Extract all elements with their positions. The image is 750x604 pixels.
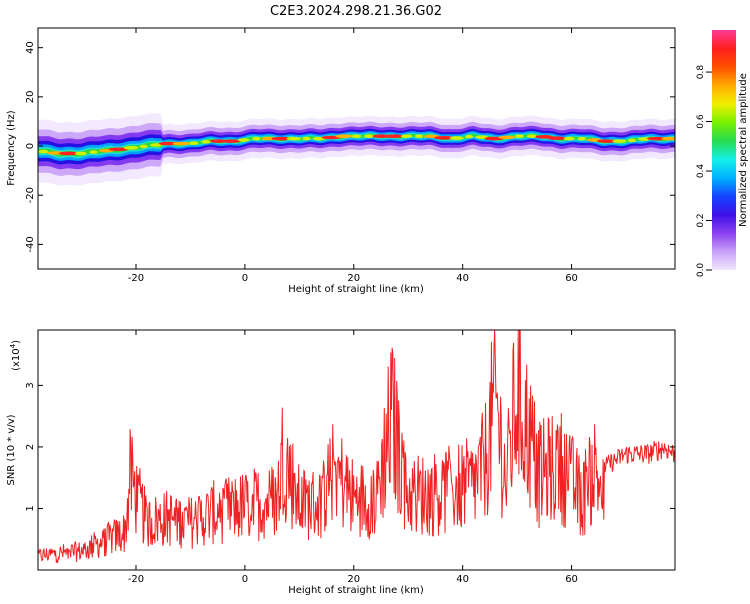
spectrogram-hotspot: [465, 134, 474, 139]
spectrogram-hotspot: [364, 134, 374, 139]
spectrogram-hotspot: [261, 136, 277, 141]
snr-xlabel: Height of straight line (km): [288, 585, 424, 596]
spectrogram-hotspot: [612, 139, 627, 143]
y-tick-label: -40: [25, 236, 36, 252]
spectrogram-hotspot: [647, 136, 667, 141]
colorbar: 0.0 0.2 0.4 0.6 0.8 Normalized spectral ampl…: [696, 30, 749, 277]
spectrogram-hotspot: [351, 134, 362, 139]
spectrogram-hotspot: [563, 136, 575, 141]
spectrogram-axes: -20 0 20 40 60 -40 -20 0 20 40: [25, 28, 675, 284]
spectrogram-hotspot: [139, 144, 148, 149]
spectrogram-hotspot: [498, 135, 516, 140]
snr-ylabel: SNR (10 * v/v): [6, 414, 17, 485]
y-tick-label: 1: [25, 505, 36, 511]
spectrogram-hotspot: [158, 141, 179, 146]
x-tick-label: 0: [242, 574, 248, 585]
spectrogram-hotspot: [238, 138, 250, 142]
spectrogram-hotspot: [577, 136, 587, 141]
spectrogram-hotspot: [108, 147, 129, 152]
spectrogram-hotspot: [514, 134, 524, 139]
spectrogram-hotspot: [627, 138, 636, 143]
colorbar-tick-label: 0.0: [696, 263, 706, 278]
y-tick-label: 3: [25, 382, 36, 388]
spectrogram-hotspot: [434, 136, 455, 140]
x-tick-label: 40: [456, 273, 469, 284]
spectrogram-hotspot: [414, 134, 424, 139]
spectrogram-hotspot: [384, 134, 404, 139]
x-tick-label: -20: [128, 273, 144, 284]
spectrogram-hotspot: [123, 146, 139, 150]
snr-panel: -20 0 20 40 60 1 2 3 Height of straight line (k…: [6, 329, 676, 596]
snr-scale-label: (x104): [9, 340, 22, 371]
spectrogram-hotspot: [252, 136, 261, 141]
x-tick-label: 0: [242, 273, 248, 284]
snr-scale-close: ): [11, 340, 22, 344]
spectrogram-hotspot: [38, 149, 49, 154]
spectrogram-ridge: [38, 113, 675, 186]
snr-line: [37, 329, 676, 564]
colorbar-tick-label: 0.4: [696, 164, 706, 179]
x-tick-label: 60: [565, 273, 578, 284]
y-tick-label: 40: [25, 41, 36, 54]
x-tick-label: 40: [456, 574, 469, 585]
y-tick-label: 20: [25, 90, 36, 103]
spectrogram-hotspot: [271, 136, 292, 141]
spectrogram-hotspot: [335, 134, 353, 139]
colorbar-label: Normalized spectral amplitude: [738, 73, 749, 227]
figure-title: C2E3.2024.298.21.36.G02: [270, 4, 442, 19]
spectrogram-hotspot: [201, 139, 212, 144]
snr-frame: [37, 329, 676, 571]
spectrogram-hotspot: [150, 143, 163, 147]
colorbar-tick-label: 0.6: [696, 114, 706, 129]
spectrogram-hotspot: [400, 134, 413, 139]
spectrogram-hotspot: [449, 136, 464, 140]
spectrogram-ylabel: Frequency (Hz): [6, 110, 17, 186]
colorbar-gradient: [712, 30, 736, 270]
spectrogram-xlabel: Height of straight line (km): [288, 284, 424, 295]
svg-text:(x104): (x104): [9, 340, 22, 371]
spectrogram-hotspot: [661, 136, 675, 141]
spectrogram-hotspot: [302, 136, 311, 141]
spectrogram-hotspot: [547, 136, 567, 141]
spectrogram-hotspot: [75, 151, 87, 156]
y-tick-label: -20: [25, 187, 36, 203]
spectrogram-hotspot: [526, 134, 537, 139]
spectrogram-hotspot: [189, 141, 199, 146]
y-tick-label: 2: [25, 444, 36, 450]
spectrogram-hotspot: [286, 136, 302, 141]
x-tick-label: 20: [347, 574, 360, 585]
spectrogram-hotspot: [58, 151, 79, 156]
x-tick-label: 60: [565, 574, 578, 585]
colorbar-ticks: 0.0 0.2 0.4 0.6 0.8: [696, 65, 712, 278]
spectrogram-heatmap: [38, 113, 675, 186]
x-tick-label: 20: [347, 273, 360, 284]
colorbar-tick-label: 0.8: [696, 65, 706, 80]
spectrogram-frame: [37, 27, 676, 270]
y-tick-label: 0: [25, 143, 36, 149]
x-tick-label: -20: [128, 574, 144, 585]
snr-axes: -20 0 20 40 60 1 2 3: [25, 330, 675, 585]
spectrogram-hotspot: [89, 150, 98, 154]
spectrogram-hotspot: [596, 139, 617, 143]
spectrogram-panel: -20 0 20 40 60 -40 -20 0 20 40 Height of straight…: [6, 27, 676, 295]
snr-series-line: [37, 329, 676, 564]
colorbar-tick-label: 0.2: [696, 213, 706, 227]
spectrogram-hotspot: [172, 141, 190, 146]
spectrogram-hotspot: [221, 139, 241, 143]
snr-scale-base: (x10: [11, 348, 22, 371]
snr-scale-exponent: 4: [9, 343, 17, 348]
